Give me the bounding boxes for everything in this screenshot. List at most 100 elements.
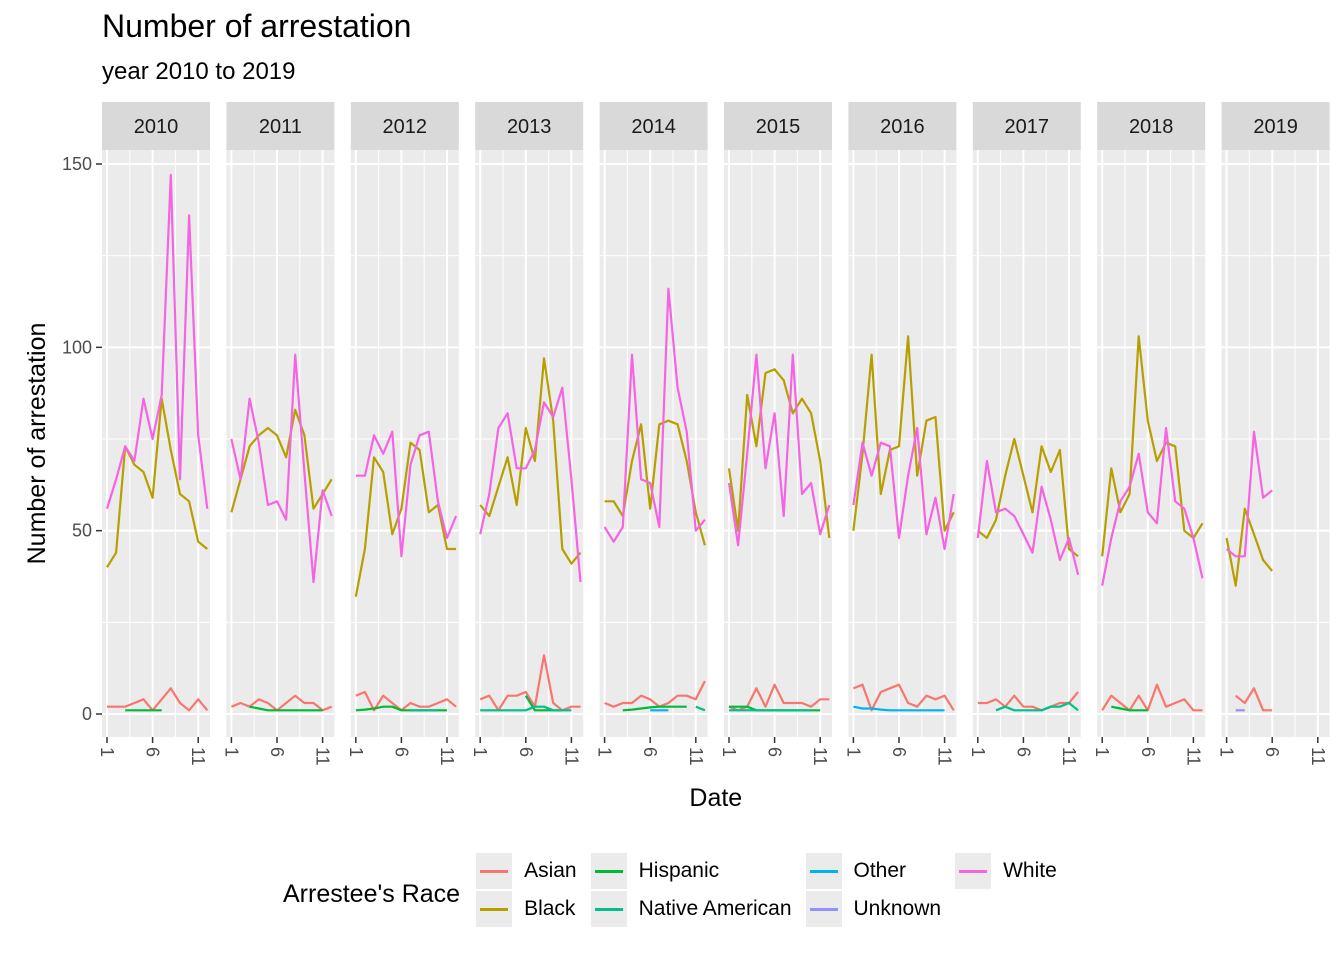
facet-strip-label: 2018 bbox=[1129, 116, 1174, 138]
series-line-white bbox=[852, 426, 955, 551]
series-line-asian bbox=[1235, 687, 1273, 712]
series-line-hispanic bbox=[1111, 705, 1148, 712]
facet-panel-2013: 2013 1 6 11 bbox=[470, 102, 584, 766]
legend-label-asian: Asian bbox=[524, 859, 577, 882]
facet-strip bbox=[1221, 102, 1330, 150]
facet-strip-label: 2011 bbox=[259, 116, 302, 138]
facet-panel-2018: 2018 1 6 11 bbox=[1092, 102, 1206, 766]
chart-title: Number of arrestation bbox=[102, 8, 412, 44]
facet-strip-label: 2016 bbox=[880, 116, 925, 138]
legend-title: Arrestee's Race bbox=[283, 880, 461, 908]
facet-strip-label: 2013 bbox=[507, 116, 552, 138]
legend-label-native-american: Native American bbox=[638, 897, 792, 920]
facet-strip bbox=[1097, 102, 1206, 150]
series-line-black bbox=[727, 368, 831, 539]
legend-columns: Asian Black Hispanic Native American Oth… bbox=[476, 852, 1071, 928]
panel-background bbox=[102, 150, 210, 737]
x-tick-label: 11 bbox=[935, 747, 955, 766]
facet-panel-2012: 2012 1 6 11 bbox=[346, 102, 459, 766]
x-tick-label: 11 bbox=[1059, 747, 1079, 766]
facet-panel-2019: 2019 1 6 11 bbox=[1217, 102, 1330, 766]
x-tick-label: 1 bbox=[843, 747, 863, 757]
series-line-white bbox=[976, 459, 1080, 575]
series-line-native-american bbox=[695, 705, 706, 712]
x-tick-label: 6 bbox=[1013, 747, 1033, 757]
facet-strip-label: 2010 bbox=[134, 116, 179, 138]
x-tick-label: 11 bbox=[686, 747, 706, 766]
facet-panel-2017: 2017 1 6 11 bbox=[968, 102, 1081, 766]
x-tick-label: 1 bbox=[719, 747, 739, 757]
facet-strip bbox=[475, 102, 584, 150]
legend-item-other: Other bbox=[805, 852, 942, 890]
x-tick-label: 1 bbox=[221, 747, 241, 757]
legend-item-hispanic: Hispanic bbox=[590, 852, 792, 890]
series-line-white bbox=[1225, 430, 1273, 558]
legend-key-unknown bbox=[805, 891, 842, 927]
series-line-black bbox=[852, 335, 955, 532]
series-line-black bbox=[230, 408, 333, 513]
series-line-asian bbox=[107, 687, 209, 712]
legend-column: White bbox=[955, 852, 1057, 928]
series-line-native-american bbox=[995, 701, 1079, 712]
x-tick-label: 6 bbox=[1262, 747, 1282, 757]
x-tick-label: 1 bbox=[968, 747, 988, 757]
legend-item-native-american: Native American bbox=[590, 890, 792, 928]
panel-background bbox=[1221, 150, 1330, 737]
legend-item-black: Black bbox=[476, 890, 577, 928]
series-line-hispanic bbox=[249, 705, 323, 712]
x-tick-label: 11 bbox=[561, 747, 581, 766]
x-tick-label: 1 bbox=[97, 747, 117, 757]
facet-panel-2010: 2010 1 6 11 bbox=[97, 102, 210, 766]
x-tick-label: 1 bbox=[346, 747, 366, 757]
legend-label-hispanic: Hispanic bbox=[638, 859, 720, 882]
x-tick-label: 6 bbox=[889, 747, 909, 757]
x-tick-label: 6 bbox=[391, 747, 411, 757]
y-tick-label: 150 bbox=[62, 154, 92, 174]
series-line-white bbox=[355, 430, 458, 558]
x-tick-label: 6 bbox=[267, 747, 287, 757]
facet-strip bbox=[724, 102, 832, 150]
panel-background bbox=[350, 150, 459, 737]
facet-strip bbox=[102, 102, 210, 150]
panel-background bbox=[1097, 150, 1206, 737]
legend-key-native-american bbox=[590, 891, 627, 927]
legend-column: Other Unknown bbox=[805, 852, 942, 928]
series-line-white bbox=[1101, 426, 1204, 586]
series-line-asian bbox=[1101, 683, 1203, 712]
facet-strip bbox=[848, 102, 957, 150]
x-tick-label: 1 bbox=[1217, 747, 1237, 757]
series-line-black bbox=[977, 437, 1079, 558]
x-axis-title: Date bbox=[689, 784, 742, 812]
facet-strip bbox=[972, 102, 1081, 150]
x-tick-label: 6 bbox=[640, 747, 660, 757]
x-tick-label: 6 bbox=[143, 747, 163, 757]
panel-background bbox=[848, 150, 957, 737]
series-line-black bbox=[1225, 507, 1274, 587]
series-line-white bbox=[230, 353, 333, 584]
x-tick-label: 11 bbox=[1183, 747, 1203, 766]
legend-key-white bbox=[955, 853, 992, 889]
legend-key-hispanic bbox=[590, 853, 627, 889]
chart-subtitle: year 2010 to 2019 bbox=[102, 58, 296, 85]
facet-strip bbox=[226, 102, 335, 150]
facet-panel-2015: 2015 1 6 11 bbox=[719, 102, 832, 766]
series-line-white bbox=[479, 386, 582, 583]
x-tick-label: 1 bbox=[1092, 747, 1112, 757]
series-line-asian bbox=[977, 691, 1079, 712]
x-tick-label: 6 bbox=[765, 747, 785, 757]
series-line-black bbox=[106, 397, 208, 568]
series-line-asian bbox=[852, 683, 955, 712]
panel-background bbox=[599, 150, 708, 737]
legend-label-unknown: Unknown bbox=[853, 897, 942, 920]
x-tick-label: 11 bbox=[313, 747, 333, 766]
y-axis-title: Number of arrestation bbox=[23, 323, 51, 565]
facet-strip-label: 2012 bbox=[383, 116, 428, 138]
series-line-white bbox=[105, 173, 209, 510]
legend: Arrestee's Race Asian Black Hispanic Nat… bbox=[283, 852, 1071, 928]
series-line-asian bbox=[230, 694, 333, 712]
facet-strip-label: 2019 bbox=[1253, 116, 1298, 138]
x-tick-label: 6 bbox=[1138, 747, 1158, 757]
series-line-white bbox=[603, 287, 706, 543]
y-tick-label: 0 bbox=[82, 704, 92, 724]
